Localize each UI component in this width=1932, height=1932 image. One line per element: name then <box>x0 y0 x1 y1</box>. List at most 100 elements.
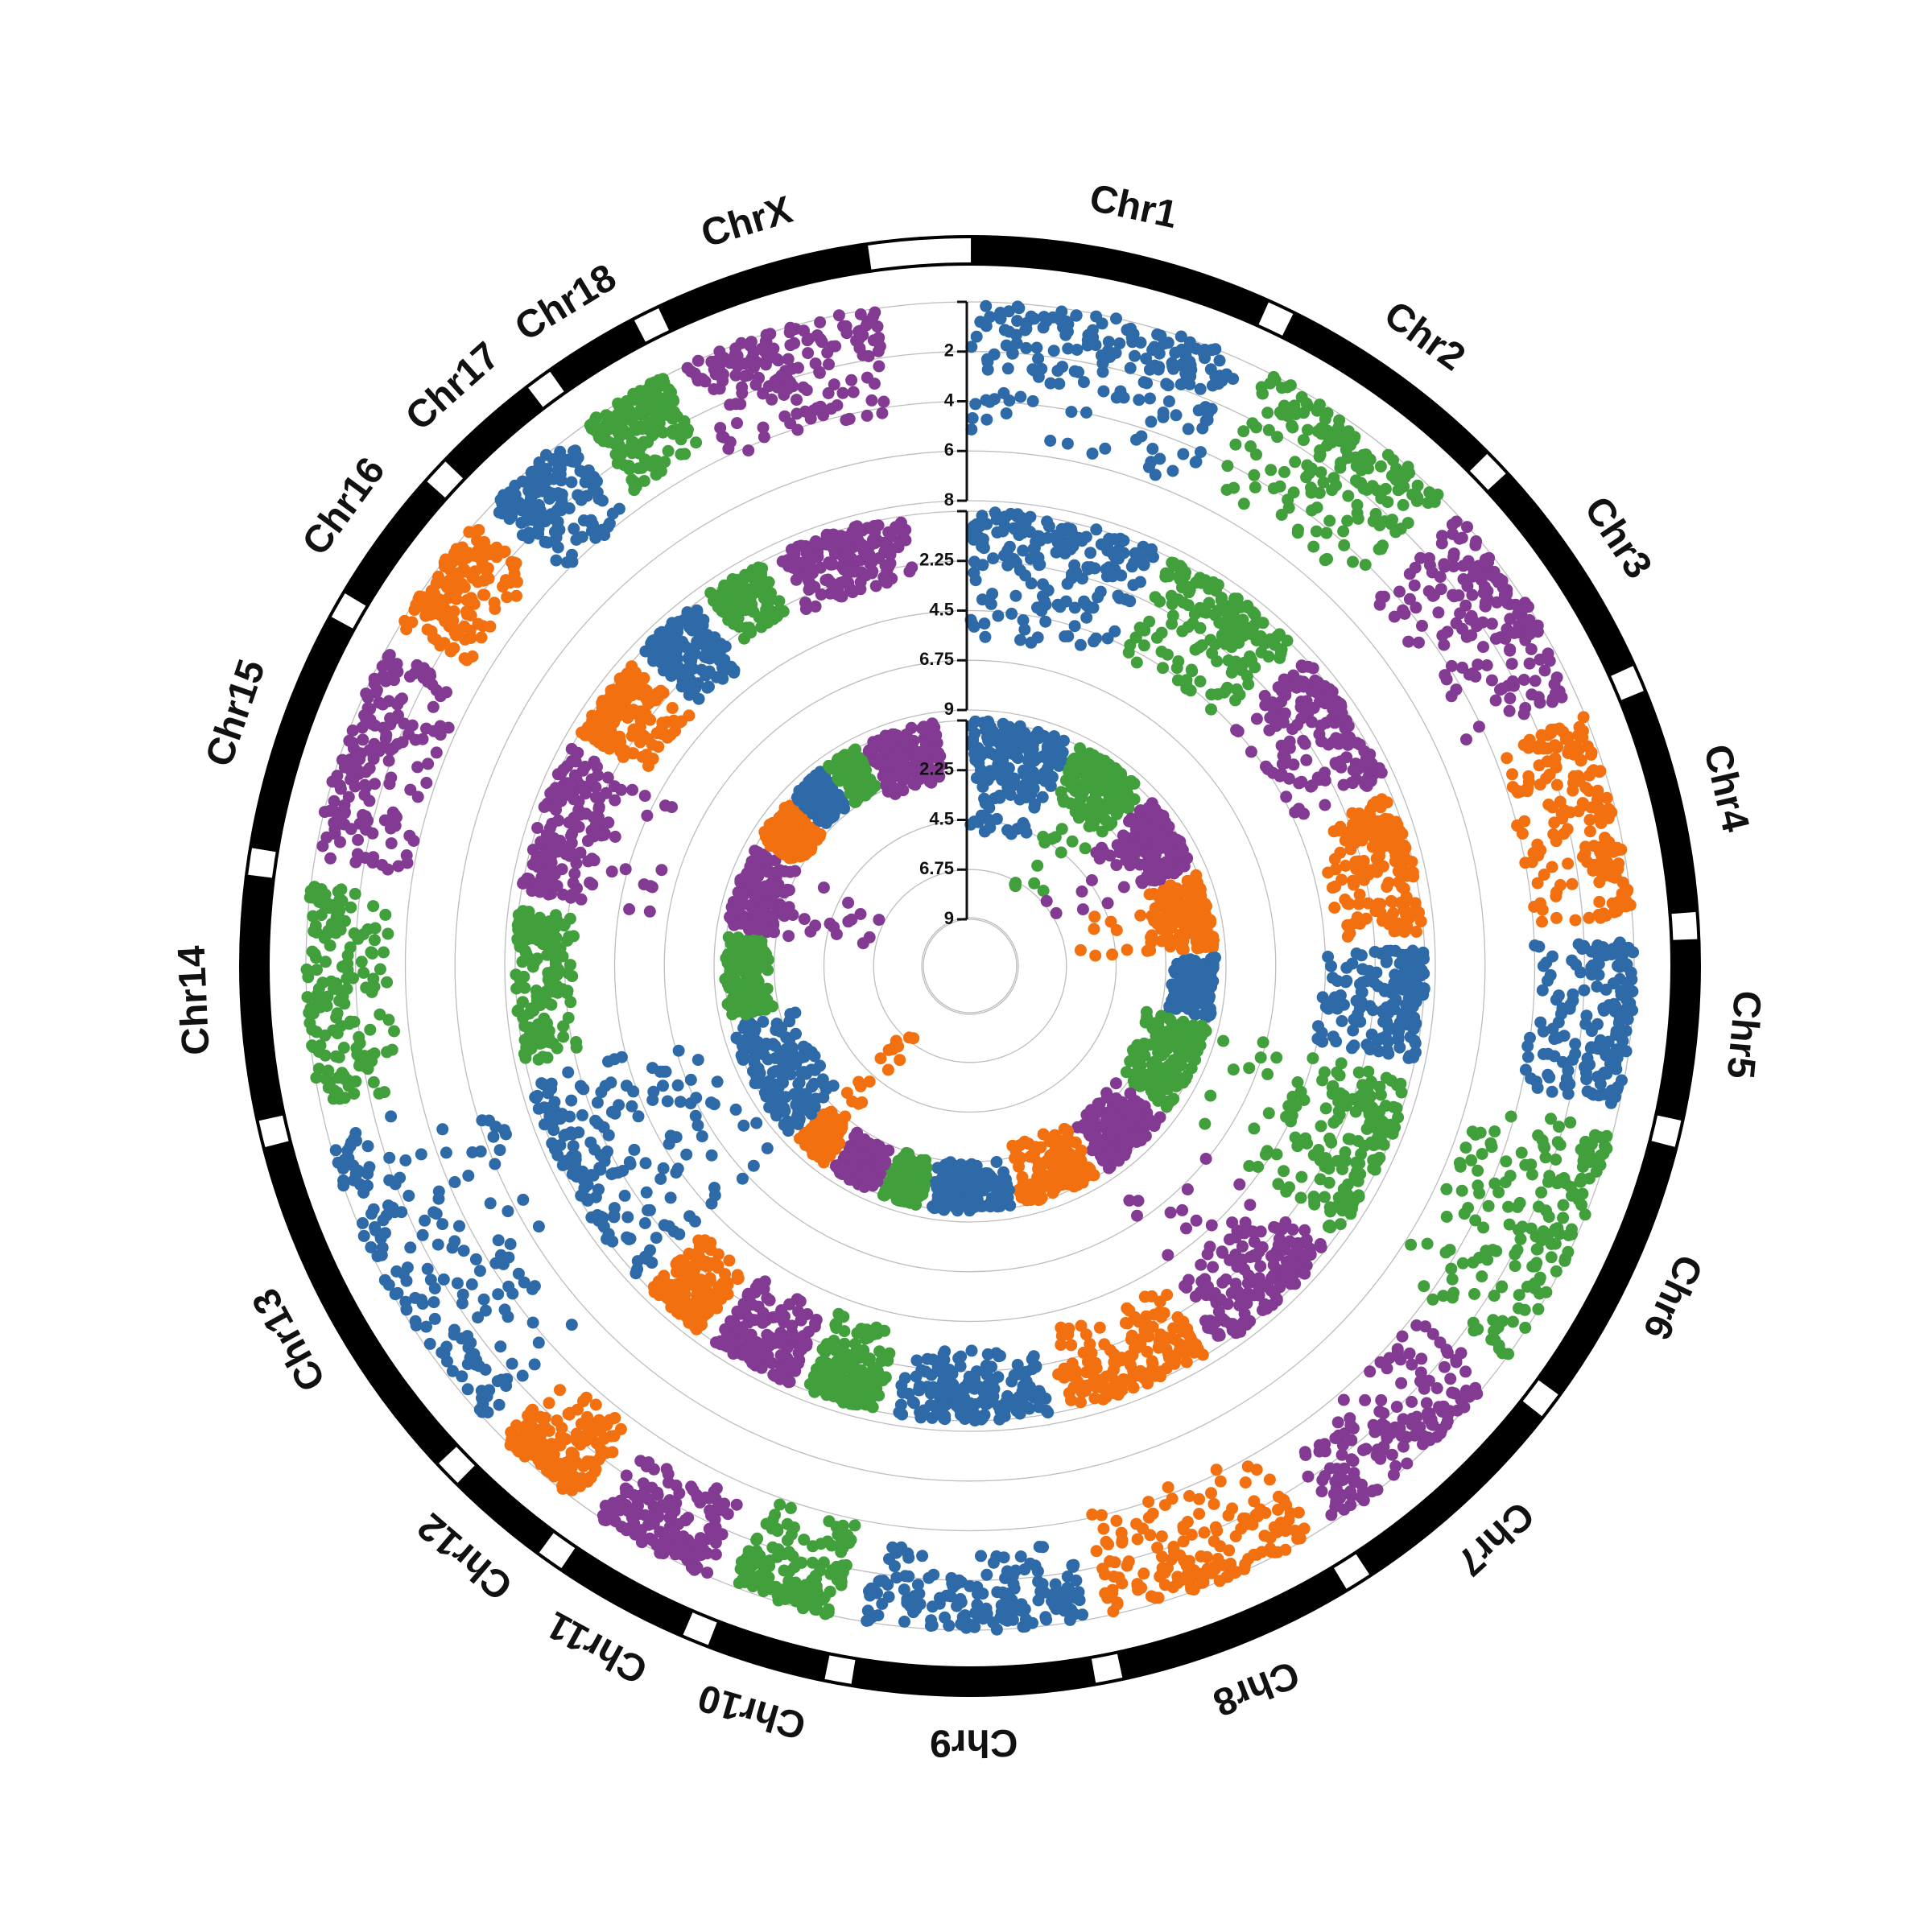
data-point <box>402 1189 415 1202</box>
data-point <box>1379 482 1392 495</box>
data-point <box>1408 579 1421 592</box>
data-point <box>901 1593 914 1605</box>
data-point <box>516 1369 529 1382</box>
data-point <box>1310 525 1323 538</box>
data-point <box>1130 433 1142 446</box>
data-point <box>1335 1015 1348 1027</box>
data-point <box>400 849 413 861</box>
data-point <box>345 823 357 836</box>
data-point <box>1298 807 1310 820</box>
data-point <box>1299 1132 1312 1145</box>
data-point <box>1150 631 1163 644</box>
data-point <box>1441 1347 1454 1359</box>
data-point <box>522 1416 535 1429</box>
data-point <box>1225 641 1238 654</box>
data-point <box>809 1317 822 1330</box>
data-point <box>1340 961 1353 974</box>
data-point <box>1620 895 1633 908</box>
data-point <box>1440 1211 1453 1223</box>
data-point <box>965 341 978 353</box>
data-point <box>1292 523 1304 536</box>
data-point <box>506 1357 518 1370</box>
grid-ring <box>923 919 1018 1013</box>
data-point <box>1194 382 1207 395</box>
data-point <box>378 946 390 959</box>
data-point <box>1102 336 1115 349</box>
data-point <box>1374 460 1387 473</box>
series-chr8 <box>1052 1289 1209 1409</box>
data-point <box>551 541 564 554</box>
data-point <box>614 449 627 461</box>
data-point <box>727 1348 740 1360</box>
data-point <box>1237 497 1250 510</box>
data-point <box>1174 1338 1187 1351</box>
data-point <box>1069 1364 1082 1377</box>
data-point <box>436 1218 449 1231</box>
data-point <box>627 387 640 400</box>
data-point <box>1567 784 1579 797</box>
data-point <box>1132 1195 1145 1208</box>
data-point <box>1346 1199 1359 1212</box>
data-point <box>1088 635 1100 648</box>
data-point <box>1387 1100 1400 1113</box>
data-point <box>1406 1418 1418 1430</box>
data-point <box>554 445 567 458</box>
data-point <box>440 686 452 699</box>
data-point <box>1205 1219 1218 1232</box>
data-point <box>1070 1574 1083 1587</box>
data-point <box>596 523 609 536</box>
data-point <box>1521 782 1534 795</box>
data-point <box>1575 1143 1587 1156</box>
data-point <box>657 374 670 387</box>
data-point <box>1331 975 1344 988</box>
data-point <box>322 898 335 910</box>
data-point <box>1583 814 1596 826</box>
data-point <box>1000 407 1013 420</box>
data-point <box>1334 1218 1347 1231</box>
data-point <box>1059 328 1072 341</box>
data-point <box>349 1127 362 1139</box>
data-point <box>476 1114 489 1127</box>
data-point <box>642 1456 655 1469</box>
data-point <box>927 1568 940 1581</box>
data-point <box>436 1346 448 1359</box>
data-point <box>1199 1117 1212 1130</box>
data-point <box>1594 1158 1607 1171</box>
series-chr11 <box>597 1455 743 1579</box>
data-point <box>804 412 817 425</box>
data-point <box>1441 625 1454 638</box>
data-point <box>1262 650 1275 663</box>
data-point <box>1326 1081 1339 1094</box>
data-point <box>1014 634 1026 646</box>
data-point <box>1328 852 1341 865</box>
data-point <box>570 534 583 546</box>
data-point <box>836 1349 849 1361</box>
data-point <box>722 442 735 455</box>
data-point <box>1270 1148 1283 1161</box>
data-point <box>1397 498 1410 511</box>
data-point <box>1221 460 1234 473</box>
data-point <box>1195 1550 1208 1563</box>
data-point <box>1295 1170 1308 1183</box>
data-point <box>1615 1024 1627 1037</box>
data-point <box>1395 1430 1408 1443</box>
data-point <box>916 1550 929 1563</box>
data-point <box>1278 1493 1290 1506</box>
data-point <box>648 1286 661 1298</box>
data-point <box>1344 927 1356 939</box>
data-point <box>437 1273 450 1286</box>
data-point <box>1330 1482 1343 1495</box>
data-point <box>1257 617 1269 630</box>
data-point <box>836 386 849 399</box>
data-point <box>1579 1208 1591 1221</box>
data-point <box>1142 460 1155 473</box>
data-point <box>415 1148 427 1161</box>
data-point <box>612 397 625 410</box>
data-point <box>782 353 795 365</box>
data-point <box>979 630 992 643</box>
data-point <box>1534 653 1546 666</box>
data-point <box>1058 1362 1071 1375</box>
data-point <box>1534 897 1546 910</box>
data-point <box>1447 1286 1460 1299</box>
data-point <box>1181 343 1194 356</box>
